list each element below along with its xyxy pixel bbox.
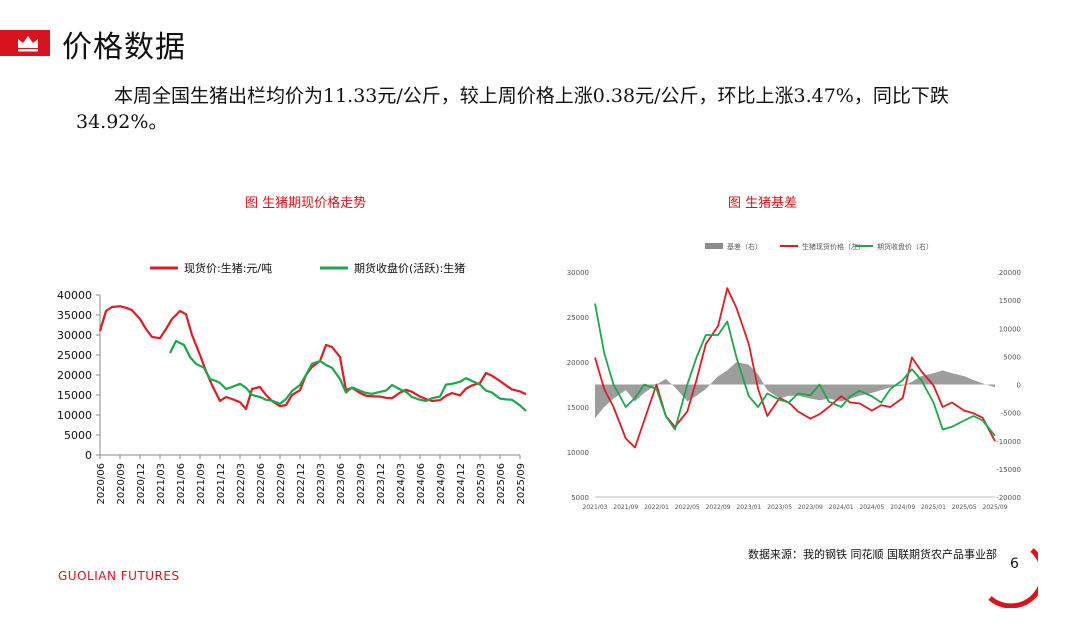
x-tick-label: 2025/01 xyxy=(921,504,946,511)
y-tick-label: 5000 xyxy=(571,494,589,502)
chart1-title: 图 生猪期现价格走势 xyxy=(245,196,367,211)
basis-chart: 基差（右） 生猪现货价格（左） 期货收盘价（右） 5000 10000 15000 2000… xyxy=(567,242,1021,511)
chart2-title: 图 生猪基差 xyxy=(728,196,798,211)
decorative-arc xyxy=(988,548,1038,608)
x-tick-label: 2024/05 xyxy=(859,504,884,511)
y2-tick-label: 15000 xyxy=(999,297,1021,305)
x-tick-label: 2020/06 xyxy=(96,463,107,505)
x-tick-label: 2024/09 xyxy=(890,504,915,511)
series-line-3 xyxy=(594,303,996,437)
legend-label-2: 期货收盘价(活跃):生猪 xyxy=(354,261,465,275)
y2-tick-label: -10000 xyxy=(996,438,1021,446)
x-tick-label: 2025/06 xyxy=(496,463,507,505)
x-tick-label: 2022/12 xyxy=(296,463,307,505)
y-tick-label: 25000 xyxy=(57,349,92,362)
page-number: 6 xyxy=(1010,556,1019,572)
brand-logo: GUOLIAN FUTURES xyxy=(58,569,180,583)
y-tick-label: 30000 xyxy=(57,329,92,342)
legend-swatch-1 xyxy=(705,243,723,249)
x-tick-label: 2023/09 xyxy=(798,504,823,511)
x-tick-label: 2025/05 xyxy=(952,504,977,511)
x-tick-label: 2022/05 xyxy=(675,504,700,511)
x-tick-label: 2023/01 xyxy=(736,504,761,511)
x-tick-label: 2025/09 xyxy=(516,463,527,505)
y2-tick-label: 5000 xyxy=(1003,353,1021,361)
y-tick-label: 15000 xyxy=(57,389,92,402)
page-title: 价格数据 xyxy=(62,30,186,65)
series-line-1 xyxy=(98,305,527,411)
y2-tick-label: -5000 xyxy=(1001,410,1021,418)
brand-rest: FUTURES xyxy=(116,569,180,583)
x-tick-label: 2024/06 xyxy=(416,463,427,505)
series-line-2 xyxy=(594,287,996,449)
y-tick-label: 15000 xyxy=(567,404,589,412)
x-tick-label: 2024/12 xyxy=(456,463,467,505)
legend-label-2: 生猪现货价格（左） xyxy=(802,242,865,251)
series-line-2 xyxy=(169,339,527,412)
x-tick-label: 2020/12 xyxy=(136,463,147,505)
x-tick-label: 2021/12 xyxy=(216,463,227,505)
y-tick-label: 5000 xyxy=(64,429,92,442)
x-tick-label: 2021/03 xyxy=(156,463,167,505)
x-tick-label: 2025/09 xyxy=(983,504,1008,511)
x-tick-label: 2021/09 xyxy=(196,463,207,505)
y-tick-label: 10000 xyxy=(57,409,92,422)
x-tick-label: 2021/03 xyxy=(583,504,608,511)
x-tick-label: 2022/09 xyxy=(706,504,731,511)
y2-tick-label: -20000 xyxy=(996,494,1021,502)
y-tick-label: 40000 xyxy=(57,289,92,302)
x-tick-label: 2021/09 xyxy=(613,504,638,511)
y2-tick-label: 0 xyxy=(1017,382,1021,390)
x-tick-label: 2023/12 xyxy=(376,463,387,505)
x-tick-label: 2023/06 xyxy=(336,463,347,505)
y-tick-label: 35000 xyxy=(57,309,92,322)
x-tick-label: 2024/09 xyxy=(436,463,447,505)
y2-tick-label: 10000 xyxy=(999,325,1021,333)
x-tick-label: 2021/06 xyxy=(176,463,187,505)
legend-label-1: 现货价:生猪:元/吨 xyxy=(184,261,272,275)
y-tick-label: 25000 xyxy=(567,314,589,322)
x-tick-label: 2020/09 xyxy=(116,463,127,505)
header-accent-bar xyxy=(0,30,50,56)
brand-bold: GUOLIAN xyxy=(58,569,117,583)
x-tick-label: 2024/01 xyxy=(829,504,854,511)
legend-label-1: 基差（右） xyxy=(727,242,762,251)
x-tick-label: 2022/09 xyxy=(276,463,287,505)
x-tick-label: 2023/09 xyxy=(356,463,367,505)
summary-paragraph: 本周全国生猪出栏均价为11.33元/公斤，较上周价格上涨0.38元/公斤，环比上… xyxy=(76,85,949,133)
y2-tick-label: 20000 xyxy=(999,269,1021,277)
x-tick-label: 2025/03 xyxy=(476,463,487,505)
y-tick-label: 20000 xyxy=(57,369,92,382)
x-tick-label: 2024/03 xyxy=(396,463,407,505)
price-trend-chart: 现货价:生猪:元/吨 期货收盘价(活跃):生猪 0 5000 10000 15000 200… xyxy=(57,261,527,505)
data-source: 数据来源：我的钢铁 同花顺 国联期货农产品事业部 xyxy=(748,548,997,561)
crown-icon xyxy=(18,36,38,52)
y-tick-label: 0 xyxy=(85,449,92,462)
x-tick-label: 2023/05 xyxy=(767,504,792,511)
legend-label-3: 期货收盘价（右） xyxy=(877,242,933,251)
y2-tick-label: -15000 xyxy=(996,466,1021,474)
x-tick-label: 2022/01 xyxy=(644,504,669,511)
x-tick-label: 2022/06 xyxy=(256,463,267,505)
y-tick-label: 30000 xyxy=(567,269,589,277)
y-tick-label: 20000 xyxy=(567,359,589,367)
y-tick-label: 10000 xyxy=(567,449,589,457)
x-tick-label: 2023/03 xyxy=(316,463,327,505)
x-tick-label: 2022/03 xyxy=(236,463,247,505)
basis-area xyxy=(595,362,995,419)
